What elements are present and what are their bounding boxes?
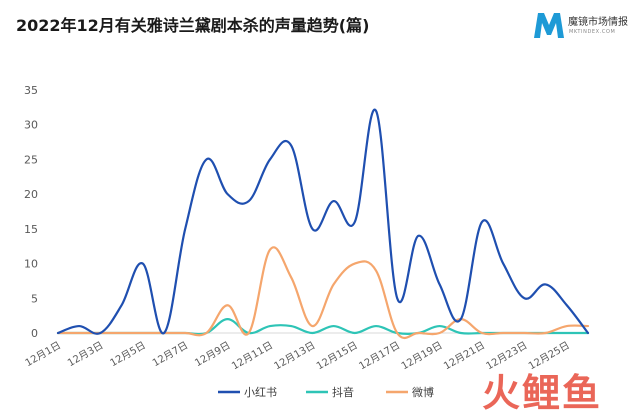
- series-line-3: [56, 246, 590, 340]
- x-tick-label: 12月11日: [230, 339, 275, 372]
- x-tick-label: 12月17日: [357, 339, 402, 372]
- y-tick-label: 15: [24, 223, 38, 236]
- x-tick-label: 12月7日: [150, 339, 190, 369]
- x-tick-label: 12月21日: [442, 339, 487, 372]
- series-lines: [56, 108, 590, 340]
- series-line-2: [56, 318, 590, 336]
- y-tick-label: 35: [24, 84, 38, 97]
- legend-label: 抖音: [332, 385, 354, 399]
- x-tick-label: 12月15日: [314, 339, 359, 372]
- legend-label: 小红书: [244, 386, 277, 399]
- x-tick-label: 12月19日: [399, 339, 444, 372]
- legend-label: 微博: [412, 385, 434, 399]
- y-axis: 0 5 10 15 20 25 30 35: [24, 84, 38, 340]
- y-tick-label: 10: [24, 258, 38, 271]
- chart-title: 2022年12月有关雅诗兰黛剧本杀的声量趋势(篇): [16, 16, 370, 35]
- y-tick-label: 5: [31, 292, 38, 305]
- y-tick-label: 30: [24, 119, 38, 132]
- x-tick-label: 12月1日: [23, 339, 63, 369]
- x-tick-label: 12月3日: [66, 339, 106, 369]
- brand-m-icon: [534, 13, 564, 38]
- x-tick-label: 12月13日: [272, 339, 317, 372]
- y-tick-label: 25: [24, 153, 38, 166]
- brand-logo: 魔镜市场情报 MKTINDEX.COM: [530, 8, 634, 44]
- y-tick-label: 0: [31, 327, 38, 340]
- watermark-logo: 火鲤鱼: [482, 371, 603, 415]
- series-line-1: [56, 108, 590, 335]
- brand-subtitle: MKTINDEX.COM: [569, 29, 616, 35]
- legend: 小红书 抖音 微博: [218, 385, 434, 399]
- y-tick-label: 20: [24, 188, 38, 201]
- x-tick-label: 12月5日: [108, 339, 148, 369]
- x-tick-label: 12月9日: [193, 339, 233, 369]
- brand-name: 魔镜市场情报: [568, 17, 628, 28]
